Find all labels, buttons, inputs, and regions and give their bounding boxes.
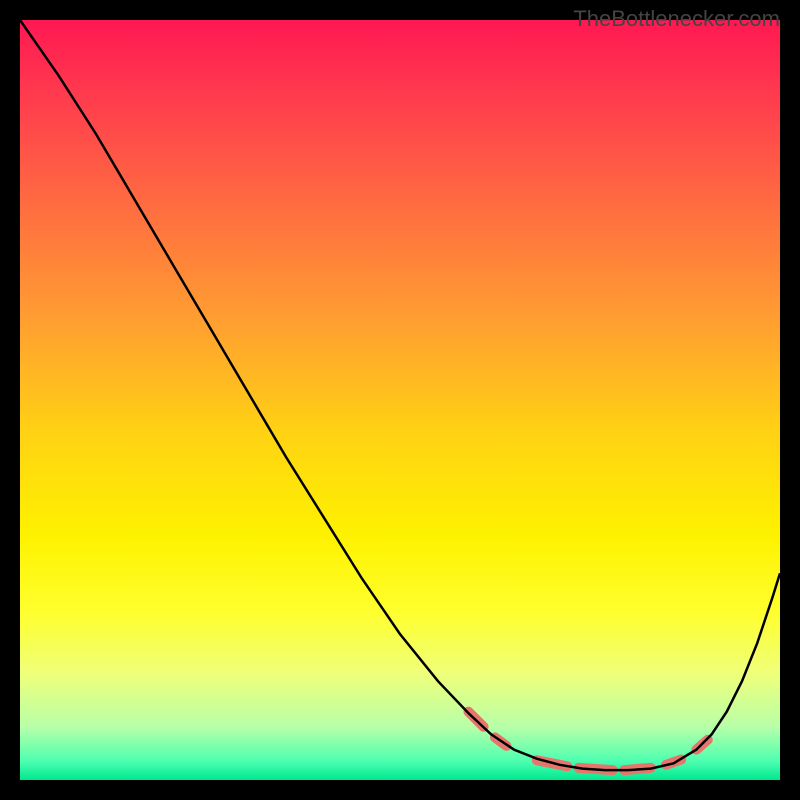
watermark-text: TheBottlenecker.com <box>573 6 780 32</box>
bottleneck-curve <box>20 20 780 780</box>
plot-area <box>20 20 780 780</box>
